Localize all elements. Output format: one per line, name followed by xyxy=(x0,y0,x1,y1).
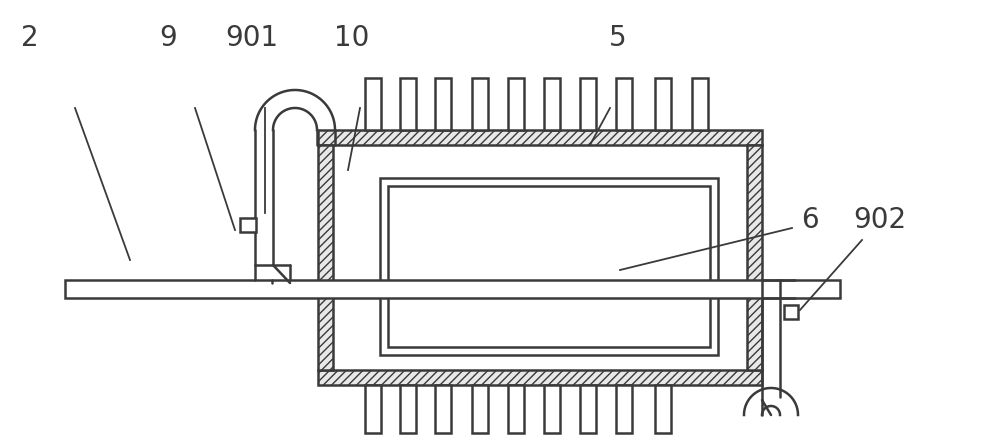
Bar xyxy=(435,78,451,130)
Bar xyxy=(692,78,708,130)
Bar xyxy=(388,186,710,347)
Bar xyxy=(318,370,762,385)
Bar xyxy=(400,385,416,433)
Bar xyxy=(655,78,671,130)
Text: 10: 10 xyxy=(334,24,370,52)
Bar xyxy=(318,145,333,370)
Bar xyxy=(380,178,718,355)
Bar xyxy=(616,78,632,130)
Text: 9: 9 xyxy=(159,24,177,52)
Bar xyxy=(544,385,560,433)
Bar xyxy=(435,385,451,433)
Bar xyxy=(508,385,524,433)
Bar xyxy=(508,78,524,130)
Text: 6: 6 xyxy=(801,206,819,234)
Bar xyxy=(580,78,596,130)
Bar xyxy=(580,385,596,433)
Bar xyxy=(544,78,560,130)
Bar xyxy=(365,78,381,130)
Bar xyxy=(784,305,798,319)
Bar xyxy=(65,280,840,298)
Bar xyxy=(472,78,488,130)
Bar xyxy=(365,385,381,433)
Text: 5: 5 xyxy=(609,24,627,52)
Bar xyxy=(472,385,488,433)
Text: 2: 2 xyxy=(21,24,39,52)
Text: 902: 902 xyxy=(853,206,907,234)
Bar xyxy=(240,218,256,232)
Text: 901: 901 xyxy=(225,24,279,52)
Bar xyxy=(747,145,762,370)
Bar xyxy=(616,385,632,433)
Bar xyxy=(400,78,416,130)
Bar xyxy=(655,385,671,433)
Bar xyxy=(318,130,762,145)
